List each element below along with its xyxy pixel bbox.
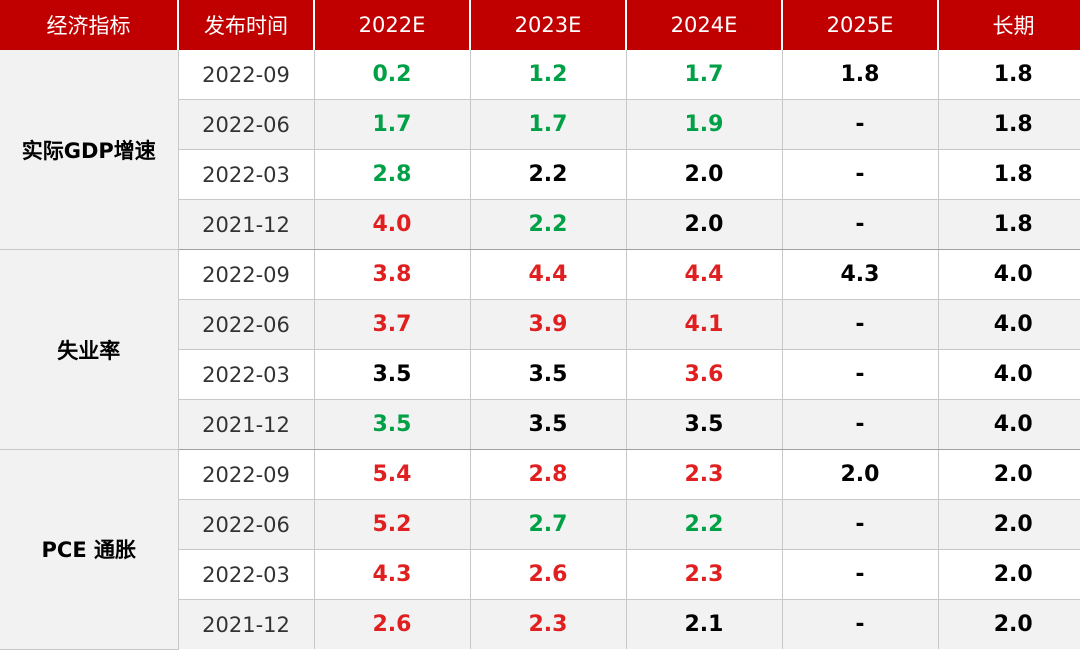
table-row: 2022-06 5.2 2.7 2.2-2.0: [0, 499, 1080, 550]
value-cell: 1.8: [938, 149, 1080, 200]
value-cell: -: [782, 549, 939, 600]
indicator-cell: 实际GDP增速: [0, 50, 179, 250]
value-cell: 5.4: [314, 449, 471, 500]
value-cell: 2.6: [314, 599, 471, 649]
table-row: 2022-03 2.8 2.2 2.0-1.8: [0, 149, 1080, 200]
table-row: PCE 通胀 2022-09 5.4 2.8 2.3 2.0 2.0: [0, 449, 1080, 650]
release-date-cell: 2022-06: [178, 499, 315, 550]
value-cell: 1.9: [626, 99, 783, 150]
release-date-cell: 2021-12: [178, 199, 315, 250]
value-cell: 2.8: [314, 149, 471, 200]
value-cell: -: [782, 349, 939, 400]
value-cell: 1.8: [782, 50, 939, 100]
table-row: 2021-12 3.5 3.5 3.5-4.0: [0, 399, 1080, 450]
release-date-cell: 2022-09: [178, 50, 315, 100]
table-body: 实际GDP增速 2022-09 0.2 1.2 1.7 1.8 1.8 2022-06 1.7 1…: [0, 50, 1080, 650]
value-cell: 1.7: [470, 99, 627, 150]
release-date-cell: 2022-09: [178, 449, 315, 500]
value-cell: 3.5: [470, 399, 627, 450]
release-date-cell: 2021-12: [178, 599, 315, 649]
value-cell: 2.3: [626, 549, 783, 600]
value-cell: 3.8: [314, 249, 471, 300]
value-cell: 4.3: [314, 549, 471, 600]
header-long-term: 长期: [938, 0, 1080, 50]
value-cell: 1.8: [938, 99, 1080, 150]
release-date-cell: 2021-12: [178, 399, 315, 450]
value-cell: 4.0: [938, 249, 1080, 300]
value-cell: -: [782, 399, 939, 450]
value-cell: -: [782, 149, 939, 200]
value-cell: 4.0: [938, 349, 1080, 400]
value-cell: 3.5: [626, 399, 783, 450]
value-cell: 2.2: [470, 149, 627, 200]
value-cell: 3.5: [314, 349, 471, 400]
release-date-cell: 2022-03: [178, 349, 315, 400]
value-cell: 3.9: [470, 299, 627, 350]
header-2023e: 2023E: [470, 0, 627, 50]
value-cell: -: [782, 599, 939, 649]
value-cell: 4.0: [938, 399, 1080, 450]
value-cell: 3.6: [626, 349, 783, 400]
header-2025e: 2025E: [782, 0, 939, 50]
value-cell: 2.3: [470, 599, 627, 649]
table-row: 2022-06 1.7 1.7 1.9-1.8: [0, 99, 1080, 150]
table-row: 2022-03 4.3 2.6 2.3-2.0: [0, 549, 1080, 600]
value-cell: -: [782, 199, 939, 250]
table-row: 实际GDP增速 2022-09 0.2 1.2 1.7 1.8 1.8: [0, 50, 1080, 250]
value-cell: 2.2: [470, 199, 627, 250]
value-cell: 2.1: [626, 599, 783, 649]
header-row: 经济指标 发布时间 2022E 2023E 2024E 2025E 长期: [0, 0, 1080, 50]
release-date-cell: 2022-06: [178, 99, 315, 150]
header-release-date: 发布时间: [178, 0, 315, 50]
value-cell: 4.4: [470, 249, 627, 300]
table-row: 失业率 2022-09 3.8 4.4 4.4 4.3 4.0: [0, 249, 1080, 450]
release-date-cell: 2022-03: [178, 549, 315, 600]
value-cell: -: [782, 299, 939, 350]
value-cell: 3.5: [470, 349, 627, 400]
header-2024e: 2024E: [626, 0, 783, 50]
value-cell: 1.7: [314, 99, 471, 150]
value-cell: 2.6: [470, 549, 627, 600]
release-date-cell: 2022-03: [178, 149, 315, 200]
release-date-cell: 2022-06: [178, 299, 315, 350]
table-row: 2021-12 4.0 2.2 2.0-1.8: [0, 199, 1080, 250]
value-cell: 2.0: [938, 499, 1080, 550]
value-cell: 1.2: [470, 50, 627, 100]
value-cell: 4.3: [782, 249, 939, 300]
value-cell: 2.0: [782, 449, 939, 500]
value-cell: 0.2: [314, 50, 471, 100]
value-cell: 2.0: [626, 199, 783, 250]
value-cell: 2.0: [938, 549, 1080, 600]
value-cell: 2.0: [626, 149, 783, 200]
value-cell: 1.8: [938, 50, 1080, 100]
value-cell: 4.1: [626, 299, 783, 350]
value-cell: 4.0: [314, 199, 471, 250]
indicator-cell: 失业率: [0, 249, 179, 450]
value-cell: 4.4: [626, 249, 783, 300]
value-cell: 2.0: [938, 599, 1080, 649]
value-cell: 2.8: [470, 449, 627, 500]
release-date-cell: 2022-09: [178, 249, 315, 300]
header-2022e: 2022E: [314, 0, 471, 50]
value-cell: 3.7: [314, 299, 471, 350]
value-cell: 5.2: [314, 499, 471, 550]
value-cell: 1.8: [938, 199, 1080, 250]
value-cell: 1.7: [626, 50, 783, 100]
indicator-cell: PCE 通胀: [0, 449, 179, 650]
value-cell: 2.0: [938, 449, 1080, 500]
value-cell: 4.0: [938, 299, 1080, 350]
value-cell: 3.5: [314, 399, 471, 450]
value-cell: -: [782, 99, 939, 150]
value-cell: 2.7: [470, 499, 627, 550]
value-cell: 2.3: [626, 449, 783, 500]
value-cell: -: [782, 499, 939, 550]
table-row: 2022-06 3.7 3.9 4.1-4.0: [0, 299, 1080, 350]
table-row: 2022-03 3.5 3.5 3.6-4.0: [0, 349, 1080, 400]
value-cell: 2.2: [626, 499, 783, 550]
header-indicator: 经济指标: [0, 0, 179, 50]
